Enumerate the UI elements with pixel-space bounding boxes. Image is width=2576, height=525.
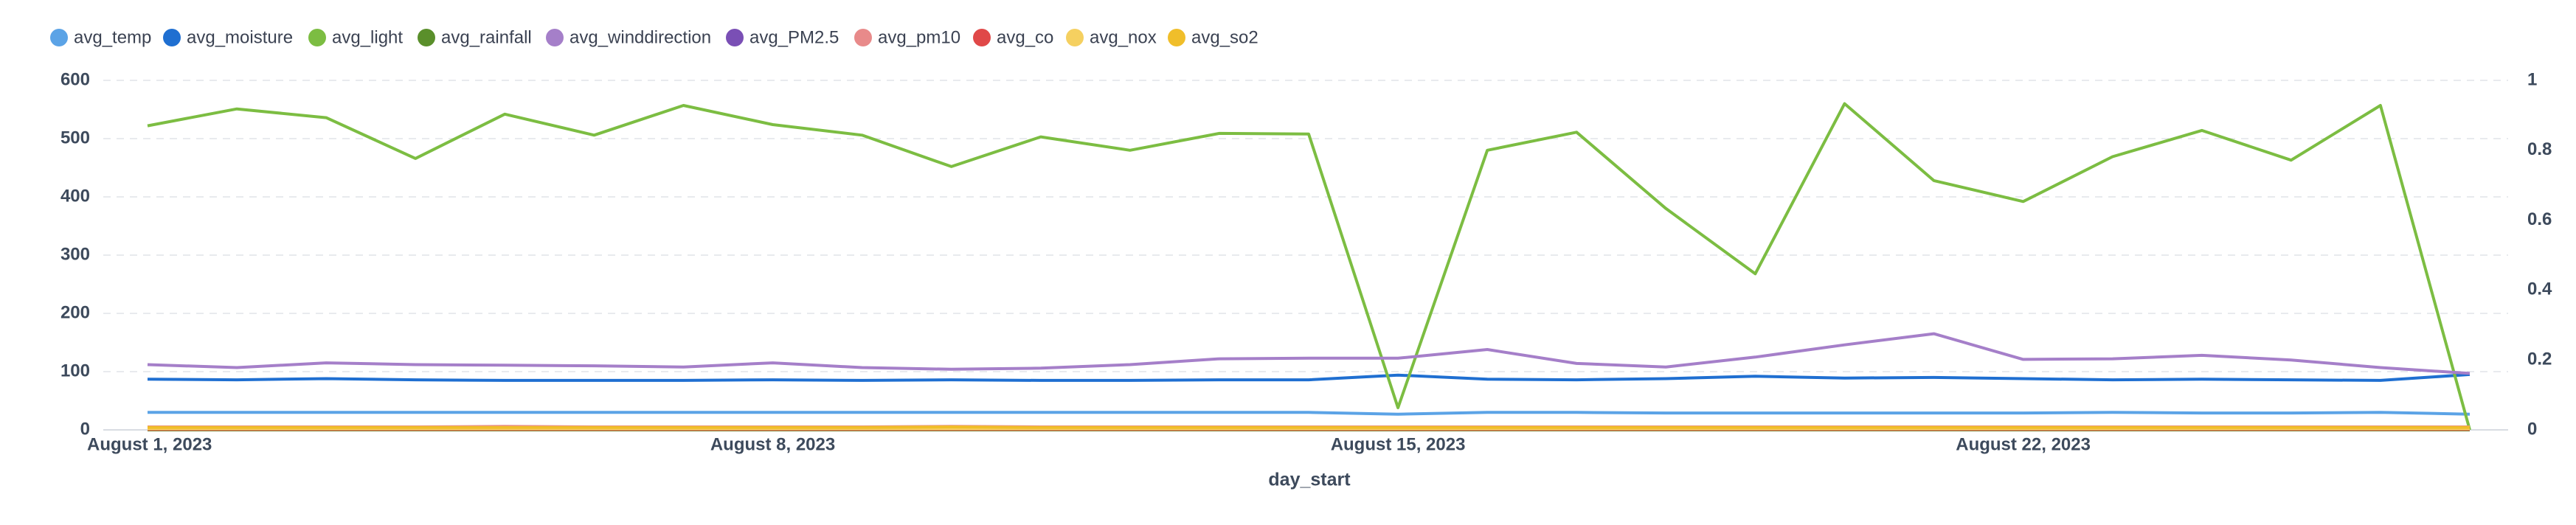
y-tick-label: 500	[60, 128, 90, 147]
y2-tick-label: 1	[2527, 69, 2537, 89]
legend-label: avg_temp	[74, 27, 151, 47]
legend-label: avg_light	[332, 27, 403, 47]
series-line	[148, 411, 2471, 416]
y2-tick-label: 0.6	[2527, 209, 2552, 229]
y-tick-label: 600	[60, 69, 90, 89]
y-tick-label: 400	[60, 186, 90, 206]
legend-swatch	[726, 29, 744, 46]
legend-label: avg_winddirection	[569, 27, 711, 47]
series-line	[148, 425, 2470, 429]
legend-label: avg_so2	[1191, 27, 1258, 47]
legend-swatch	[418, 29, 435, 46]
legend-swatch	[1066, 29, 1084, 46]
legend-swatch	[308, 29, 326, 46]
y2-tick-label: 0.2	[2527, 350, 2552, 369]
y2-tick-label: 0.4	[2527, 279, 2552, 299]
legend-swatch	[973, 29, 991, 46]
y-tick-label: 100	[60, 361, 90, 380]
legend-label: avg_co	[997, 27, 1053, 47]
x-tick-label: August 8, 2023	[710, 434, 835, 454]
legend-label: avg_PM2.5	[749, 27, 839, 47]
y-tick-label: 300	[60, 244, 90, 264]
legend-swatch	[854, 29, 872, 46]
x-tick-label: August 22, 2023	[1956, 434, 2091, 454]
legend-swatch	[1168, 29, 1185, 46]
legend-swatch	[163, 29, 181, 46]
x-tick-label: August 1, 2023	[87, 434, 212, 454]
legend-label: avg_moisture	[187, 27, 293, 47]
legend-swatch	[50, 29, 68, 46]
series-line	[147, 102, 2471, 431]
y-tick-label: 0	[80, 419, 90, 439]
y2-tick-label: 0.8	[2527, 139, 2552, 159]
legend-label: avg_rainfall	[441, 27, 532, 47]
series-line	[147, 372, 2471, 382]
y2-tick-label: 0	[2527, 419, 2537, 439]
x-axis-label: day_start	[1268, 470, 1351, 490]
legend-label: avg_nox	[1090, 27, 1157, 47]
series-line	[147, 332, 2471, 375]
legend-swatch	[546, 29, 564, 46]
legend-label: avg_pm10	[878, 27, 960, 47]
y-tick-label: 200	[60, 302, 90, 322]
x-tick-label: August 15, 2023	[1331, 434, 1466, 454]
